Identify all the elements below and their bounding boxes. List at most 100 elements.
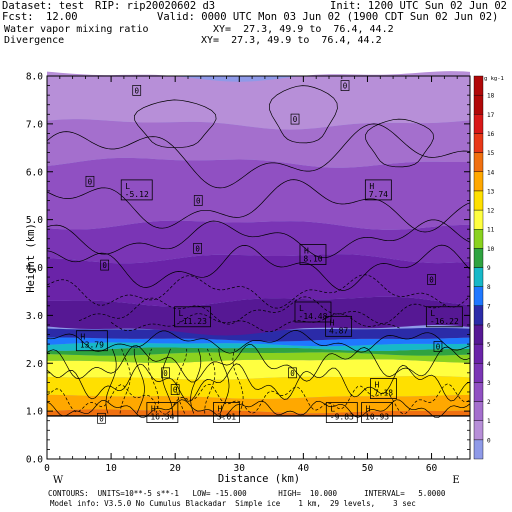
mixing-ratio-band (47, 359, 470, 380)
extremum-label: H16.34 (146, 402, 179, 423)
colorbar-label: 1 (487, 418, 491, 425)
contour-zero-text: 0 (290, 369, 295, 378)
divergence-contour (133, 99, 217, 149)
colorbar-label: 9 (487, 265, 491, 272)
y-tick-label: 4.0 (26, 263, 43, 274)
contour-zero-text: 0 (134, 86, 139, 95)
colorbar-swatch (473, 75, 484, 96)
contour-zero-label: 0 (427, 274, 436, 285)
colorbar-swatch (473, 190, 484, 211)
colorbar-swatch (473, 439, 484, 460)
extremum-label: L-14.48 (294, 301, 332, 323)
colorbar-label: 3 (487, 380, 491, 387)
contour-zero-label: 0 (97, 412, 106, 424)
mixing-ratio-fill (47, 71, 470, 459)
extremum-label: L-11.23 (174, 306, 211, 328)
extremum-label: L-9.83 (325, 402, 358, 423)
colorbar-label: 6 (487, 322, 491, 329)
extremum-letter: L (125, 182, 130, 191)
colorbar-swatch (473, 209, 484, 230)
colorbar-label: 17 (487, 112, 495, 119)
divergence-contour (46, 274, 471, 309)
x-tick-label: 0 (44, 463, 50, 474)
extremum-value: 3.01 (217, 413, 236, 422)
contour-zero-text: 0 (343, 82, 348, 91)
extremum-value: -14.48 (299, 312, 328, 321)
colorbar-swatch (473, 152, 484, 172)
y-tick-label: 1.0 (26, 407, 43, 418)
y-tick-label: 6.0 (26, 167, 43, 178)
divergence-contour (46, 343, 471, 383)
contour-zero-text: 0 (163, 369, 168, 378)
y-tick-label: 2.0 (26, 359, 43, 370)
header-init: Init: 1200 UTC Sun 02 Jun 02 (330, 0, 508, 12)
divergence-contour (46, 179, 471, 233)
contour-zero-label: 0 (161, 367, 170, 379)
colorbar-swatch (473, 133, 484, 153)
west-label: W (53, 475, 64, 486)
field2-xy: XY= 27.3, 49.9 to 76.4, 44.2 (201, 35, 382, 46)
colorbar-swatch (473, 286, 484, 306)
divergence-contour (133, 348, 145, 414)
mixing-ratio-band (47, 342, 470, 351)
contour-zero-text: 0 (196, 196, 201, 205)
divergence-contour (46, 363, 471, 402)
divergence-contour (46, 399, 471, 419)
x-tick-label: 10 (105, 463, 117, 474)
extremum-value: 10.93 (365, 413, 389, 422)
east-label: E (452, 475, 459, 486)
contour-zero-text: 0 (429, 275, 434, 284)
extremum-letter: H (369, 182, 374, 191)
y-tick-label: 8.0 (26, 72, 43, 83)
colorbar-swatch (473, 382, 484, 402)
mixing-ratio-band (47, 71, 470, 130)
extremum-letter: H (217, 405, 222, 414)
extremum-label: H7.74 (364, 179, 392, 201)
divergence-contour (204, 348, 216, 414)
extremum-letter: H (330, 318, 335, 327)
divergence-contour (176, 348, 188, 414)
extremum-label: L-16.22 (425, 306, 463, 328)
extremum-value: 8.10 (303, 255, 322, 264)
x-tick-label: 20 (169, 463, 181, 474)
x-tick-label: 30 (234, 463, 246, 474)
colorbar-swatch (473, 324, 484, 345)
extremum-label: L-5.12 (120, 179, 153, 201)
footer-contours: CONTOURS: UNITS=10**-5 s**-1 LOW= -15.00… (48, 489, 446, 498)
contour-zero-text: 0 (436, 342, 441, 351)
header-valid: Valid: 0000 UTC Mon 03 Jun 02 (1900 CDT … (157, 11, 499, 23)
extremum-value: 16.34 (150, 413, 174, 422)
contour-zero-label: 0 (290, 113, 300, 125)
mixing-ratio-band (47, 337, 470, 347)
x-tick-label: 50 (362, 463, 374, 474)
mixing-ratio-band (47, 119, 470, 168)
header-fcst-value: 12.00 (46, 11, 78, 23)
colorbar-swatch (473, 267, 484, 287)
mixing-ratio-band (47, 254, 470, 307)
colorbar-label: 18 (487, 93, 495, 100)
colorbar-label: 2 (487, 399, 491, 406)
extremum-label: H8.10 (299, 244, 327, 265)
axes: 0 10 20 30 40 50 60 0.0 1.0 2.0 3.0 4.0 5.0 6.0 7.0 8.0 (26, 72, 470, 474)
extremum-letter: H (304, 247, 309, 256)
contour-zero-label: 0 (340, 80, 350, 91)
contour-zero-text: 0 (88, 177, 93, 186)
divergence-contour (78, 296, 445, 325)
extremum-value: -11.23 (178, 317, 207, 326)
header-rip: RIP: rip20020602 d3 (95, 0, 216, 12)
colorbar-label: 16 (487, 131, 495, 138)
y-tick-label: 5.0 (26, 215, 43, 226)
x-axis-label: Distance (km) (218, 473, 300, 485)
mixing-ratio-band (47, 375, 470, 399)
colorbar-swatch (473, 114, 484, 134)
extremum-value: -16.22 (430, 317, 459, 326)
colorbar-swatch (473, 305, 484, 326)
divergence-contour (268, 85, 338, 144)
colorbar-label: 5 (487, 342, 491, 349)
x-tick-label: 60 (426, 463, 438, 474)
extremum-letter: H (366, 405, 371, 414)
extremum-value: 7.74 (369, 190, 388, 199)
colorbar-label: 12 (487, 208, 495, 215)
